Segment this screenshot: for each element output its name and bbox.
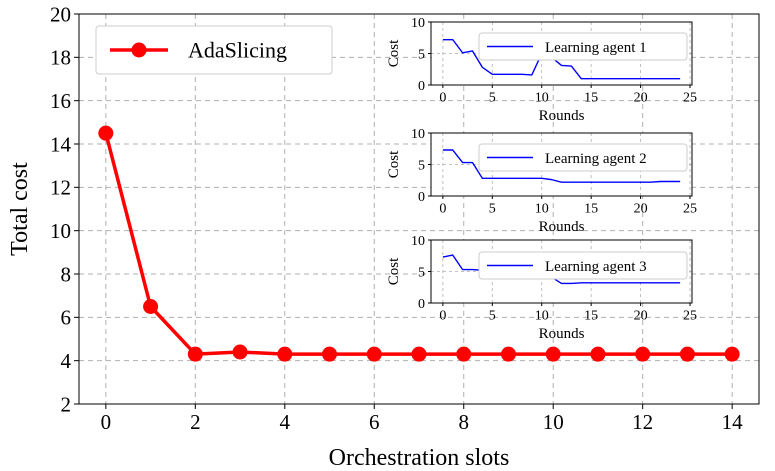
y-tick-label: 4 (61, 349, 72, 373)
data-point (724, 346, 740, 362)
y-tick-label: 14 (50, 132, 72, 156)
inset-chart-1: 0 5 10 15 20 25 0 5 10 Rounds Cost Learning agent 1 (386, 16, 697, 124)
x-tick-label: 8 (458, 410, 469, 434)
x-tick-label: 10 (543, 410, 564, 434)
x-tick-label: 20 (634, 90, 648, 105)
y-axis-label: Cost (386, 257, 402, 285)
plot-frame (78, 13, 760, 405)
y-tick-label: 5 (418, 265, 425, 280)
y-tick-label: 16 (50, 89, 71, 113)
plot-frame (430, 239, 693, 304)
plot-frame (430, 132, 693, 197)
inset-chart-2: 0 5 10 15 20 25 0 5 10 Rounds Cost Learning agent 2 (386, 127, 697, 235)
plot-frame (430, 21, 693, 86)
y-tick-label: 10 (411, 16, 425, 31)
x-tick-label: 15 (584, 308, 598, 323)
x-tick-label: 15 (584, 90, 598, 105)
data-point (590, 346, 606, 362)
series-line (442, 38, 681, 80)
x-axis-label: Rounds (539, 108, 585, 124)
x-tick-label: 15 (584, 201, 598, 216)
legend-label: Learning agent 2 (545, 151, 647, 167)
x-axis-label: Orchestration slots (329, 445, 510, 471)
y-tick-label: 0 (418, 190, 425, 205)
data-point (277, 346, 293, 362)
y-tick-label: 12 (50, 176, 71, 200)
data-point (456, 346, 472, 362)
x-tick-label: 5 (489, 201, 496, 216)
x-tick-label: 12 (632, 410, 653, 434)
x-tick-label: 10 (535, 201, 549, 216)
data-point (635, 346, 651, 362)
x-tick-label: 10 (535, 308, 549, 323)
x-tick-label: 0 (439, 308, 446, 323)
series-line (442, 149, 681, 183)
x-tick-label: 6 (369, 410, 380, 434)
y-axis-label: Total cost (7, 162, 33, 256)
x-tick-label: 25 (683, 90, 697, 105)
data-point (187, 346, 203, 362)
y-tick-label: 10 (411, 127, 425, 142)
legend-box (478, 32, 688, 61)
x-tick-label: 25 (683, 308, 697, 323)
legend-box (95, 25, 333, 75)
x-tick-label: 25 (683, 201, 697, 216)
x-tick-label: 20 (634, 308, 648, 323)
y-tick-label: 6 (61, 306, 72, 330)
x-tick-label: 14 (722, 410, 744, 434)
legend-swatch-marker (131, 42, 147, 58)
inset-chart-3: 0 5 10 15 20 25 0 5 10 Rounds Cost Learning agent 3 (386, 234, 697, 342)
legend-label: AdaSlicing (188, 38, 287, 63)
legend-label: Learning agent 1 (545, 40, 647, 56)
x-tick-label: 5 (489, 90, 496, 105)
data-point (411, 346, 427, 362)
data-point (98, 125, 114, 141)
x-tick-label: 5 (489, 308, 496, 323)
legend-box (478, 251, 688, 280)
y-axis-label: Cost (386, 150, 402, 178)
y-tick-label: 2 (61, 392, 72, 416)
x-tick-label: 4 (280, 410, 291, 434)
y-tick-label: 0 (418, 297, 425, 312)
legend-box (478, 143, 688, 172)
y-axis-label: Cost (386, 39, 402, 67)
data-point (232, 344, 248, 360)
x-tick-label: 0 (439, 90, 446, 105)
x-tick-label: 10 (535, 90, 549, 105)
x-axis-label: Rounds (539, 326, 585, 342)
y-tick-label: 10 (411, 234, 425, 249)
y-tick-label: 0 (418, 79, 425, 94)
x-tick-label: 0 (101, 410, 112, 434)
y-tick-label: 18 (50, 46, 71, 70)
data-point (500, 346, 516, 362)
data-point (143, 299, 159, 314)
y-tick-label: 8 (61, 262, 72, 286)
x-axis-label: Rounds (539, 219, 585, 235)
y-tick-label: 10 (50, 219, 71, 243)
y-tick-label: 20 (50, 2, 71, 26)
x-tick-label: 20 (634, 201, 648, 216)
legend-label: Learning agent 3 (545, 259, 647, 275)
data-point (366, 346, 382, 362)
x-tick-label: 2 (190, 410, 201, 434)
data-point (679, 346, 695, 362)
y-tick-label: 5 (418, 158, 425, 173)
data-point (545, 346, 561, 362)
x-tick-label: 0 (439, 201, 446, 216)
y-tick-label: 5 (418, 47, 425, 62)
data-point (322, 346, 338, 362)
